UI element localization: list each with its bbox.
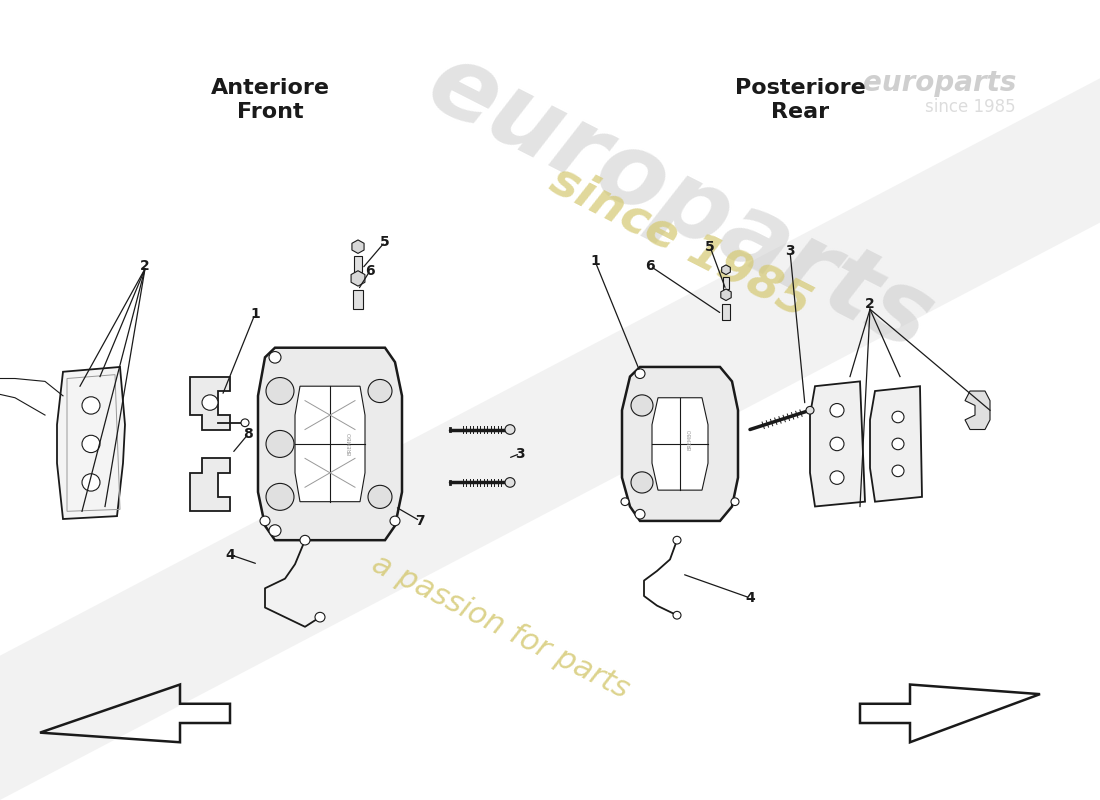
Polygon shape <box>352 240 364 254</box>
Circle shape <box>270 525 280 536</box>
Text: BREMBO: BREMBO <box>348 431 352 454</box>
Text: a passion for parts: a passion for parts <box>366 550 634 704</box>
Text: 6: 6 <box>646 259 654 273</box>
Polygon shape <box>810 382 865 506</box>
Circle shape <box>368 486 392 509</box>
Text: europarts: europarts <box>864 69 1016 97</box>
Circle shape <box>368 379 392 402</box>
Circle shape <box>266 378 294 405</box>
Circle shape <box>732 498 739 506</box>
Text: since 1985: since 1985 <box>925 98 1015 116</box>
Polygon shape <box>351 270 365 286</box>
Circle shape <box>830 471 844 484</box>
Circle shape <box>673 536 681 544</box>
Circle shape <box>266 430 294 458</box>
Text: 6: 6 <box>365 264 375 278</box>
Circle shape <box>635 369 645 378</box>
Circle shape <box>260 516 270 526</box>
Circle shape <box>505 425 515 434</box>
Text: 1: 1 <box>250 307 260 321</box>
Polygon shape <box>57 367 125 519</box>
Circle shape <box>315 612 324 622</box>
Polygon shape <box>258 348 402 540</box>
Circle shape <box>621 498 629 506</box>
Polygon shape <box>722 265 730 274</box>
Text: 5: 5 <box>381 235 389 249</box>
Circle shape <box>830 403 844 417</box>
Polygon shape <box>965 391 990 430</box>
Polygon shape <box>295 386 365 502</box>
Text: Rear: Rear <box>771 102 829 122</box>
Polygon shape <box>0 78 1100 800</box>
Text: Front: Front <box>236 102 304 122</box>
Text: 8: 8 <box>243 427 253 442</box>
Polygon shape <box>720 289 732 301</box>
Text: europarts: europarts <box>411 34 948 372</box>
Polygon shape <box>621 367 738 521</box>
Text: BREMBO: BREMBO <box>688 429 693 450</box>
Polygon shape <box>652 398 708 490</box>
Circle shape <box>202 395 218 410</box>
Text: since 1985: since 1985 <box>542 157 817 327</box>
Polygon shape <box>190 458 230 511</box>
Text: Anteriore: Anteriore <box>210 78 330 98</box>
Circle shape <box>892 411 904 422</box>
Circle shape <box>806 406 814 414</box>
Text: 3: 3 <box>785 245 795 258</box>
Circle shape <box>830 438 844 450</box>
Circle shape <box>390 516 400 526</box>
Circle shape <box>892 438 904 450</box>
Bar <box>353 290 363 310</box>
Text: 2: 2 <box>140 259 150 273</box>
Circle shape <box>631 395 653 416</box>
Circle shape <box>82 474 100 491</box>
Circle shape <box>300 535 310 545</box>
Bar <box>722 305 730 320</box>
Circle shape <box>673 611 681 619</box>
Text: 1: 1 <box>590 254 600 268</box>
Text: 2: 2 <box>865 298 874 311</box>
Circle shape <box>241 419 249 426</box>
Circle shape <box>270 351 280 363</box>
Text: 7: 7 <box>415 514 425 528</box>
Text: 3: 3 <box>515 446 525 461</box>
Circle shape <box>505 478 515 487</box>
Bar <box>723 278 729 289</box>
Circle shape <box>635 510 645 519</box>
Polygon shape <box>190 377 230 430</box>
Text: 4: 4 <box>226 548 235 562</box>
Text: Posteriore: Posteriore <box>735 78 866 98</box>
Polygon shape <box>870 386 922 502</box>
Bar <box>354 256 362 272</box>
Circle shape <box>82 397 100 414</box>
Text: 4: 4 <box>745 591 755 605</box>
Circle shape <box>266 483 294 510</box>
Circle shape <box>631 472 653 493</box>
Text: 5: 5 <box>705 240 715 254</box>
Circle shape <box>82 435 100 453</box>
Circle shape <box>892 465 904 477</box>
